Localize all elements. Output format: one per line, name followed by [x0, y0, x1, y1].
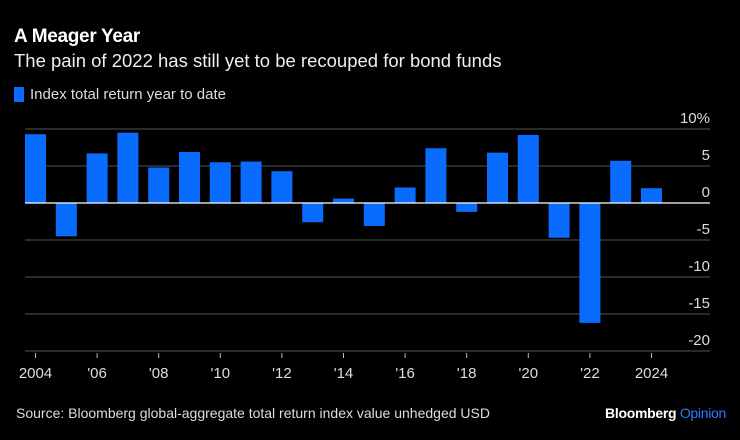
bar-2013 — [302, 203, 324, 223]
bar-2014 — [333, 198, 354, 203]
x-tick-label: '08 — [149, 365, 169, 382]
bar-2007 — [117, 132, 139, 203]
x-tick-label: '10 — [211, 365, 231, 382]
legend: Index total return year to date — [14, 86, 226, 103]
brand-logo: Bloomberg Opinion — [605, 405, 726, 421]
x-tick-label: '06 — [87, 365, 107, 382]
bar-2008 — [148, 167, 170, 203]
bar-2021 — [548, 203, 570, 238]
y-tick-label: -15 — [688, 295, 710, 312]
y-tick-label: 5 — [702, 147, 710, 164]
chart-subtitle: The pain of 2022 has still yet to be rec… — [14, 50, 502, 71]
brand-accent: Opinion — [679, 405, 726, 421]
bar-2017 — [425, 148, 447, 203]
legend-swatch — [14, 87, 24, 102]
bar-2005 — [55, 203, 77, 237]
bar-2010 — [209, 162, 231, 203]
bar-2012 — [271, 171, 293, 203]
x-tick-label: '22 — [580, 365, 600, 382]
x-tick-label: '14 — [334, 365, 354, 382]
x-tick-label: 2024 — [635, 365, 668, 382]
source-note: Source: Bloomberg global-aggregate total… — [16, 405, 490, 421]
y-tick-label: -20 — [688, 332, 710, 349]
x-tick-label: '12 — [272, 365, 292, 382]
bar-2022 — [579, 203, 601, 323]
bar-2019 — [487, 152, 508, 203]
legend-label: Index total return year to date — [30, 86, 226, 103]
bar-2018 — [456, 203, 478, 212]
bar-2004 — [25, 134, 46, 203]
x-tick-label: 2004 — [19, 365, 52, 382]
x-tick-label: '20 — [519, 365, 539, 382]
bars — [25, 132, 662, 323]
y-axis: 10% 5 0 -5 -10 -15 -20 — [680, 110, 710, 349]
bar-2020 — [517, 134, 539, 203]
bar-2016 — [394, 187, 416, 203]
bar-2006 — [86, 153, 108, 203]
bar-2024 — [641, 188, 662, 203]
x-tick-label: '18 — [457, 365, 477, 382]
bar-2009 — [179, 151, 200, 203]
y-tick-label: -10 — [688, 258, 710, 275]
x-axis: 2004 '06 '08 '10 '12 '14 '16 '18 '20 '22 2024 — [19, 353, 668, 382]
bar-2011 — [240, 161, 262, 203]
x-tick-label: '16 — [395, 365, 415, 382]
bar-2015 — [363, 203, 385, 226]
brand-main: Bloomberg — [605, 405, 677, 421]
y-tick-label: -5 — [697, 221, 710, 238]
y-tick-label: 0 — [702, 184, 710, 201]
bar-2023 — [610, 160, 632, 203]
y-tick-label: 10% — [680, 110, 710, 127]
chart-title: A Meager Year — [14, 26, 141, 47]
